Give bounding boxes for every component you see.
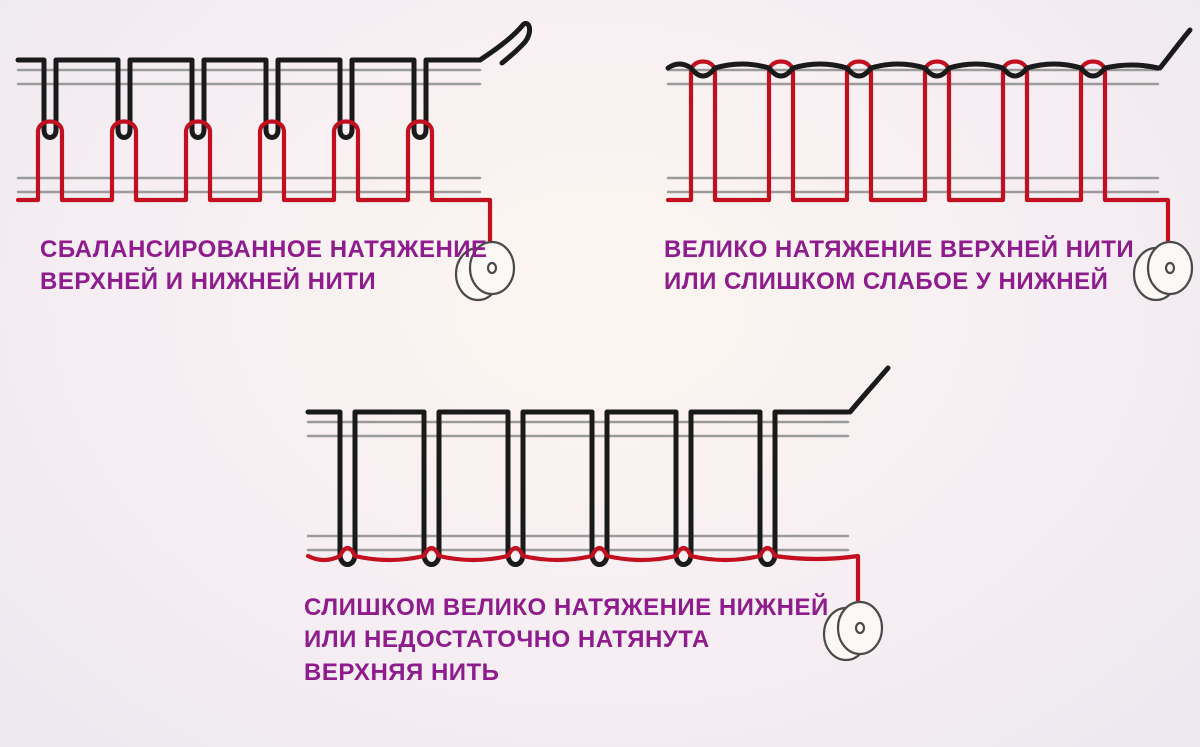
caption-top-tight: ВЕЛИКО НАТЯЖЕНИЕ ВЕРХНЕЙ НИТИ ИЛИ СЛИШКО… — [664, 234, 1134, 299]
panel-bottom-tight: СЛИШКОМ ВЕЛИКО НАТЯЖЕНИЕ НИЖНЕЙ ИЛИ НЕДО… — [300, 400, 940, 730]
caption-bottom-tight: СЛИШКОМ ВЕЛИКО НАТЯЖЕНИЕ НИЖНЕЙ ИЛИ НЕДО… — [304, 592, 829, 689]
caption-balanced: СБАЛАНСИРОВАННОЕ НАТЯЖЕНИЕ ВЕРХНЕЙ И НИЖ… — [40, 234, 488, 299]
panel-top-tight: ВЕЛИКО НАТЯЖЕНИЕ ВЕРХНЕЙ НИТИ ИЛИ СЛИШКО… — [660, 48, 1200, 338]
panel-balanced: СБАЛАНСИРОВАННОЕ НАТЯЖЕНИЕ ВЕРХНЕЙ И НИЖ… — [10, 48, 550, 338]
